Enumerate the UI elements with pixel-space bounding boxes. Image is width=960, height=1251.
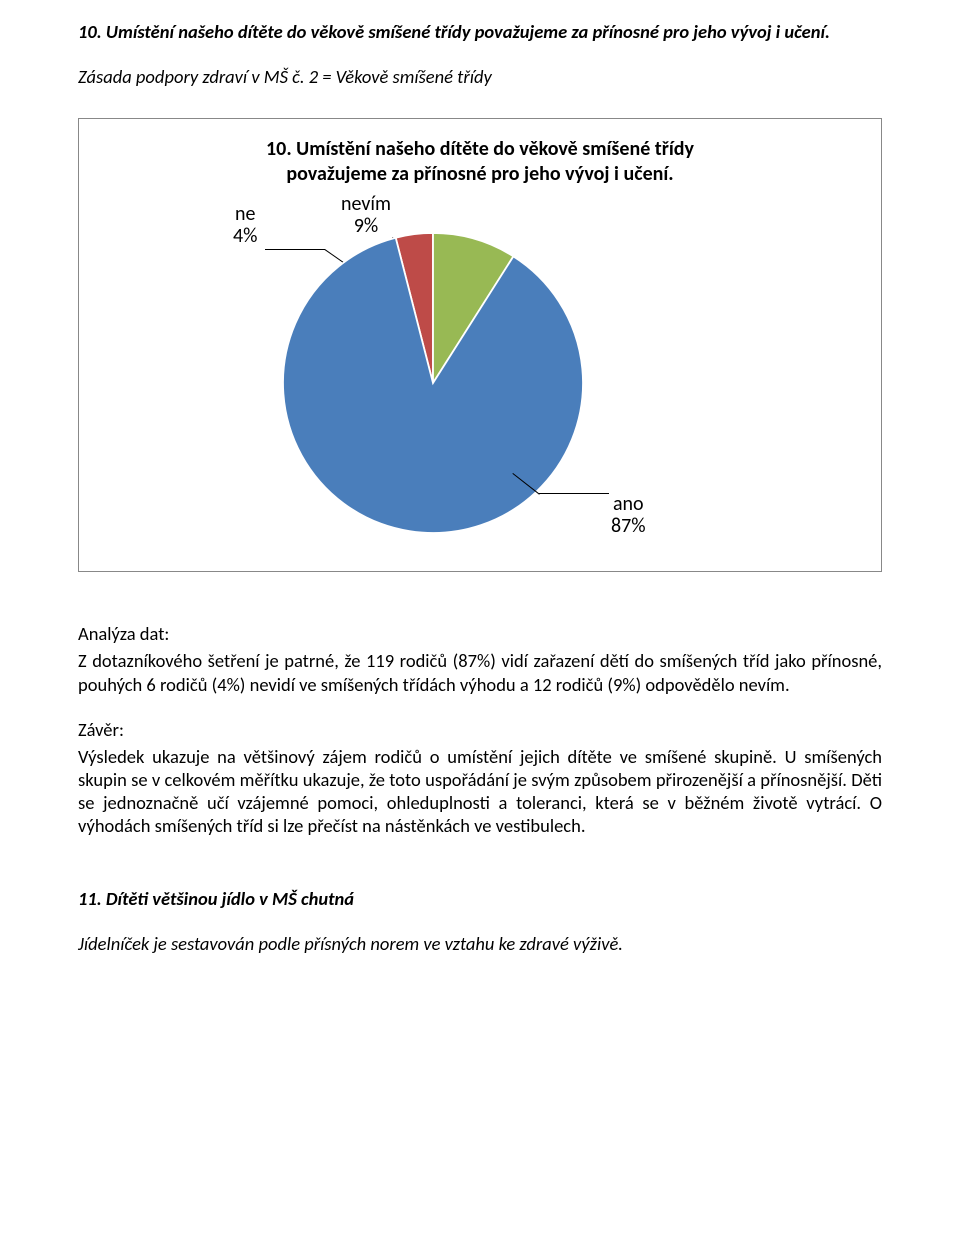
principle-line: Zásada podpory zdraví v MŠ č. 2 = Věkově… (78, 65, 882, 88)
callout-ano: ano 87% (611, 493, 646, 537)
analysis-label: Analýza dat: (78, 622, 882, 645)
callout-ano-pct: 87% (611, 514, 646, 538)
callout-ne-label: ne (235, 202, 255, 226)
conclusion-label: Závěr: (78, 718, 882, 741)
chart-body: ne 4% nevím 9% ano 87% (93, 193, 867, 553)
leader-ano-h (539, 493, 609, 494)
pie-chart-container: 10. Umístění našeho dítěte do věkově smí… (78, 118, 882, 572)
document-page: 10. Umístění našeho dítěte do věkově smí… (0, 0, 960, 996)
analysis-text: Z dotazníkového šetření je patrné, že 11… (78, 649, 882, 695)
heading-10: 10. Umístění našeho dítěte do věkově smí… (78, 20, 882, 43)
heading-11: 11. Dítěti většinou jídlo v MŠ chutná (78, 887, 882, 910)
conclusion-text: Výsledek ukazuje na většinový zájem rodi… (78, 745, 882, 838)
chart-title: 10. Umístění našeho dítěte do věkově smí… (93, 137, 867, 187)
final-line: Jídelníček je sestavován podle přísných … (78, 932, 882, 955)
pie-chart-icon (283, 233, 583, 533)
callout-nevim: nevím 9% (341, 193, 391, 237)
chart-title-line1: 10. Umístění našeho dítěte do věkově smí… (266, 137, 694, 161)
callout-ne: ne 4% (233, 203, 257, 247)
callout-ano-label: ano (613, 492, 644, 516)
callout-ne-pct: 4% (233, 224, 257, 248)
callout-nevim-label: nevím (341, 192, 391, 216)
chart-title-line2: považujeme za přínosné pro jeho vývoj i … (286, 162, 673, 186)
